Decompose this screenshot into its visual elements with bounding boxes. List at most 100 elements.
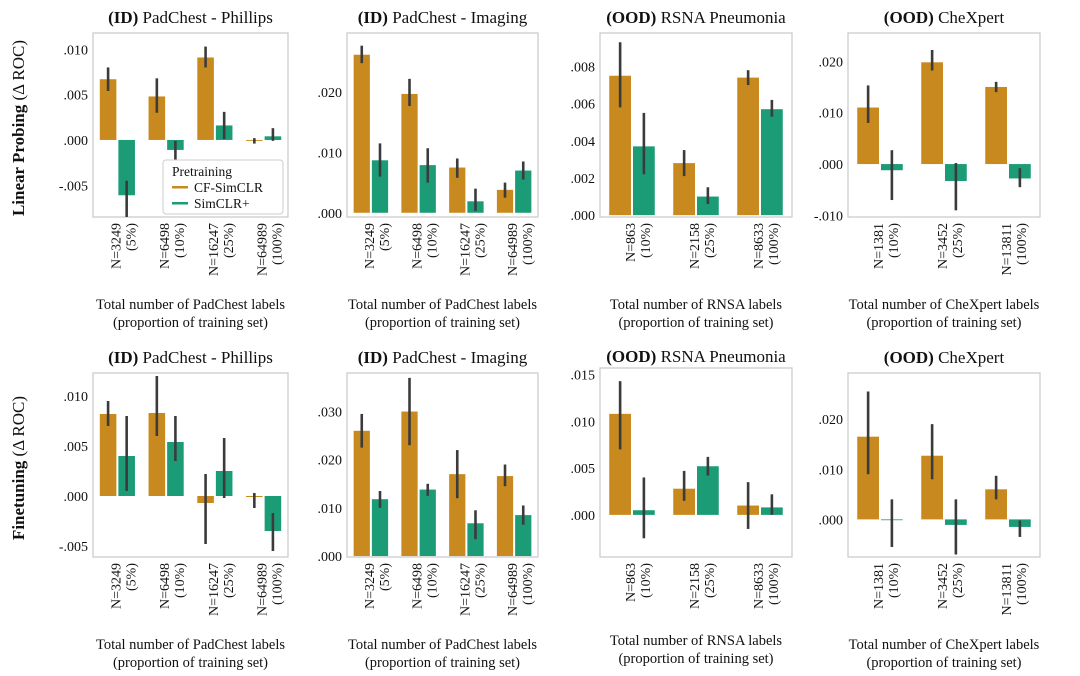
x-tick-count: N=64989 <box>506 223 521 276</box>
panel-title: (OOD) RSNA Pneumonia <box>606 8 786 27</box>
x-tick-label: N=64989(100%) <box>256 563 286 616</box>
panel-8: (OOD) CheXpert Total number of CheXpert … <box>847 348 1041 671</box>
x-tick-count: N=13811 <box>1000 223 1015 276</box>
x-axis-label-sub: (proportion of training set) <box>618 651 773 667</box>
y-tick-label: .000 <box>819 513 844 528</box>
x-tick-label: N=13811(100%) <box>1000 563 1030 616</box>
y-tick-label: .000 <box>571 509 596 524</box>
x-tick-proportion: (25%) <box>951 563 966 598</box>
bar-simclr-plus <box>419 489 436 557</box>
y-tick-label: .005 <box>64 89 89 104</box>
x-axis-label-sub: (proportion of training set) <box>866 315 1021 331</box>
y-tick-label: .010 <box>318 502 343 517</box>
x-axis-label: Total number of PadChest labels <box>348 637 537 653</box>
bar-cf-simclr <box>985 86 1007 165</box>
x-tick-count: N=64989 <box>256 223 271 276</box>
bar-cf-simclr <box>737 77 759 216</box>
x-tick-count: N=6498 <box>411 223 426 269</box>
x-tick-count: N=16247 <box>207 223 222 276</box>
y-tick-label: .010 <box>819 107 844 122</box>
bar-cf-simclr <box>857 107 879 165</box>
x-tick-proportion: (5%) <box>124 223 139 251</box>
x-tick-label: N=16247(25%) <box>458 563 488 616</box>
y-tick-label: .010 <box>318 146 343 161</box>
chart-6-marks: .030 .020 .010 .000 N=3249(5%) N=6498(10%) N=1… <box>318 377 536 616</box>
panel-title: (OOD) CheXpert <box>884 8 1005 27</box>
x-tick-proportion: (5%) <box>124 563 139 591</box>
x-tick-count: N=2158 <box>688 223 703 269</box>
x-tick-proportion: (25%) <box>473 223 488 258</box>
bar-cf-simclr <box>449 167 466 213</box>
legend-title: Pretraining <box>172 164 232 179</box>
x-tick-count: N=3249 <box>363 563 378 609</box>
x-tick-count: N=16247 <box>458 563 473 616</box>
x-tick-label: N=863(10%) <box>624 563 654 602</box>
bar-cf-simclr <box>857 436 879 520</box>
x-axis-label-sub: (proportion of training set) <box>113 655 268 671</box>
y-tick-label: .010 <box>819 463 844 478</box>
x-tick-count: N=13811 <box>1000 563 1015 616</box>
x-tick-proportion: (25%) <box>951 223 966 258</box>
x-tick-count: N=6498 <box>158 563 173 609</box>
bar-cf-simclr <box>99 414 117 496</box>
x-tick-count: N=1381 <box>872 563 887 609</box>
bar-cf-simclr <box>148 96 166 140</box>
bar-cf-simclr <box>353 54 370 213</box>
x-tick-proportion: (10%) <box>426 223 441 258</box>
bar-cf-simclr <box>99 79 117 140</box>
x-tick-count: N=3249 <box>363 223 378 269</box>
x-axis-label-sub: (proportion of training set) <box>866 655 1021 671</box>
x-tick-count: N=64989 <box>256 563 271 616</box>
x-axis-label: Total number of RNSA labels <box>610 633 783 649</box>
bar-cf-simclr <box>401 93 418 213</box>
x-axis-label-sub: (proportion of training set) <box>618 315 773 331</box>
bar-simclr-plus <box>371 160 389 213</box>
x-tick-proportion: (25%) <box>703 223 718 258</box>
x-tick-label: N=2158(25%) <box>688 563 718 609</box>
plot-frame <box>847 32 1041 218</box>
x-tick-label: N=3249(5%) <box>109 563 139 609</box>
y-tick-label: -.005 <box>59 540 88 555</box>
x-tick-proportion: (25%) <box>222 223 237 258</box>
x-tick-label: N=3249(5%) <box>109 223 139 269</box>
x-tick-label: N=2158(25%) <box>688 223 718 269</box>
y-tick-label: .000 <box>571 209 596 224</box>
x-axis-label-sub: (proportion of training set) <box>365 315 520 331</box>
x-tick-count: N=863 <box>624 563 639 602</box>
x-tick-proportion: (100%) <box>1015 563 1030 605</box>
x-tick-count: N=3249 <box>109 223 124 269</box>
y-tick-label: .000 <box>318 207 343 222</box>
x-tick-proportion: (100%) <box>271 563 286 605</box>
legend: Pretraining CF-SimCLR SimCLR+ <box>162 159 284 215</box>
x-tick-label: N=3249(5%) <box>363 223 393 269</box>
bar-simclr-plus <box>167 442 184 496</box>
x-tick-count: N=8633 <box>752 223 767 269</box>
x-tick-proportion: (100%) <box>271 223 286 265</box>
x-tick-label: N=16247(25%) <box>207 563 237 616</box>
x-tick-count: N=3249 <box>109 563 124 609</box>
y-tick-label: .020 <box>318 86 343 101</box>
x-tick-proportion: (10%) <box>173 223 188 258</box>
bar-cf-simclr <box>148 413 166 496</box>
x-axis-label-sub: (proportion of training set) <box>365 655 520 671</box>
x-tick-proportion: (100%) <box>1015 223 1030 265</box>
x-tick-label: N=64989(100%) <box>506 223 536 276</box>
y-tick-label: .005 <box>64 440 89 455</box>
y-tick-label: .010 <box>571 415 596 430</box>
x-tick-count: N=1381 <box>872 223 887 269</box>
chart-3-marks: .008 .006 .004 .002 .000 N=863(10%) N=2158(25%… <box>571 42 783 269</box>
x-tick-label: N=3452(25%) <box>936 223 966 269</box>
x-tick-label: N=6498(10%) <box>411 223 441 269</box>
bar-cf-simclr <box>401 411 418 557</box>
x-tick-proportion: (100%) <box>521 223 536 265</box>
x-tick-count: N=6498 <box>411 563 426 609</box>
x-tick-label: N=64989(100%) <box>256 223 286 276</box>
bar-simclr-plus <box>515 515 532 557</box>
x-tick-proportion: (25%) <box>222 563 237 598</box>
panel-title: (ID) PadChest - Imaging <box>358 8 528 27</box>
x-tick-proportion: (10%) <box>426 563 441 598</box>
bar-simclr-plus <box>371 499 389 557</box>
y-tick-label: .000 <box>64 490 89 505</box>
